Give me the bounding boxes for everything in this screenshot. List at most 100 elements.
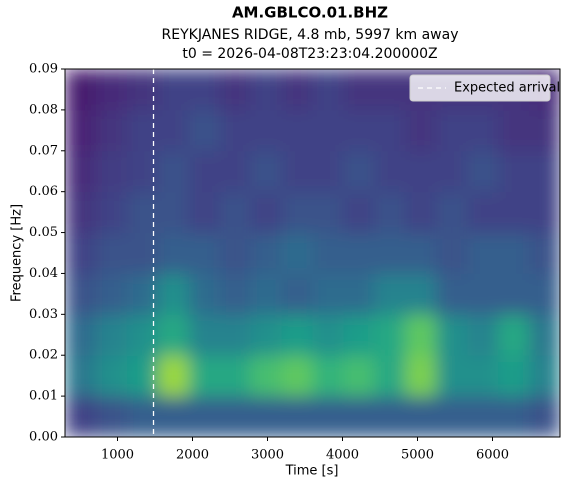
heatmap-cell xyxy=(95,273,128,315)
y-tick-label: 0.02 xyxy=(29,348,58,363)
heatmap-cell xyxy=(95,150,128,193)
heatmap-cell xyxy=(188,396,221,437)
heatmap-cell xyxy=(188,109,221,152)
heatmap-cell xyxy=(281,273,313,315)
heatmap-cell xyxy=(498,109,530,152)
heatmap-cell xyxy=(95,69,128,111)
heatmap-cell xyxy=(312,150,344,193)
y-tick-label: 0.06 xyxy=(29,184,58,199)
heatmap-cell xyxy=(312,232,344,274)
heatmap-cell xyxy=(343,191,375,234)
heatmap-cell xyxy=(312,314,344,356)
heatmap-cell xyxy=(157,69,190,111)
heatmap-cell xyxy=(250,109,283,152)
heatmap-cell xyxy=(250,314,283,356)
heatmap-cell xyxy=(343,355,375,397)
heatmap-cell xyxy=(188,355,221,397)
y-tick-label: 0.08 xyxy=(29,102,58,117)
heatmap-cell xyxy=(250,232,283,274)
heatmap-cell xyxy=(436,273,468,315)
heatmap-cell xyxy=(529,232,560,274)
heatmap-cell xyxy=(250,355,283,397)
heatmap-cell xyxy=(157,355,190,397)
heatmap-cell xyxy=(157,396,190,437)
heatmap-cell xyxy=(281,396,313,437)
heatmap-cell xyxy=(498,232,530,274)
heatmap-cell xyxy=(529,355,560,397)
heatmap-cell xyxy=(405,273,437,315)
heatmap-cell xyxy=(374,150,406,193)
heatmap-cell xyxy=(374,355,406,397)
heatmap-cell xyxy=(436,396,468,437)
heatmap-cell xyxy=(157,191,190,234)
heatmap-cell xyxy=(250,150,283,193)
heatmap-cell xyxy=(498,396,530,437)
chart-subtitle: t0 = 2026-04-08T23:23:04.200000Z xyxy=(182,46,437,62)
legend-box xyxy=(409,74,551,102)
heatmap-cell xyxy=(498,273,530,315)
heatmap-cell xyxy=(529,396,560,437)
chart-title: AM.GBLCO.01.BHZ xyxy=(232,4,388,22)
x-tick-label: 3000 xyxy=(251,448,284,463)
heatmap-cell xyxy=(219,396,252,437)
heatmap-cell xyxy=(343,273,375,315)
heatmap-cell xyxy=(281,314,313,356)
heatmap-cells xyxy=(65,69,560,437)
heatmap-cell xyxy=(157,273,190,315)
heatmap-cell xyxy=(405,232,437,274)
heatmap-cell xyxy=(467,150,499,193)
heatmap-cell xyxy=(312,191,344,234)
y-tick-label: 0.03 xyxy=(29,307,58,322)
heatmap-cell xyxy=(343,69,375,111)
heatmap-cell xyxy=(95,314,128,356)
heatmap-cell xyxy=(343,150,375,193)
x-tick-label: 1000 xyxy=(101,448,134,463)
x-tick-label: 4000 xyxy=(326,448,359,463)
heatmap-cell xyxy=(219,232,252,274)
heatmap-cell xyxy=(250,69,283,111)
heatmap-cell xyxy=(343,396,375,437)
y-tick-label: 0.01 xyxy=(29,389,58,404)
heatmap-cell xyxy=(188,150,221,193)
heatmap-cell xyxy=(343,109,375,152)
heatmap-cell xyxy=(312,69,344,111)
heatmap-cell xyxy=(374,232,406,274)
heatmap-cell xyxy=(250,396,283,437)
x-axis-label: Time [s] xyxy=(285,464,339,479)
heatmap-cell xyxy=(281,109,313,152)
heatmap-cell xyxy=(529,191,560,234)
heatmap-cell xyxy=(312,396,344,437)
heatmap-cell xyxy=(65,232,97,274)
heatmap-cell xyxy=(529,150,560,193)
heatmap-cell xyxy=(374,191,406,234)
y-tick-label: 0.09 xyxy=(29,62,58,77)
heatmap-cell xyxy=(188,69,221,111)
heatmap-cell xyxy=(498,150,530,193)
heatmap-cell xyxy=(219,355,252,397)
x-tick-label: 5000 xyxy=(401,448,434,463)
heatmap-cell xyxy=(498,355,530,397)
heatmap-cell xyxy=(219,150,252,193)
heatmap-cell xyxy=(157,109,190,152)
heatmap-cell xyxy=(95,109,128,152)
y-tick-label: 0.04 xyxy=(29,266,58,281)
heatmap-cell xyxy=(188,191,221,234)
heatmap-cell xyxy=(529,314,560,356)
plot-overlay: 1000 2000 3000 4000 5000 6000 0.00 0.01 0.02 0.03… xyxy=(29,62,560,463)
heatmap-cell xyxy=(65,396,97,437)
heatmap-cell xyxy=(405,109,437,152)
heatmap-cell xyxy=(529,273,560,315)
heatmap-cell xyxy=(250,273,283,315)
y-axis-label: Frequency [Hz] xyxy=(10,204,25,302)
heatmap-cell xyxy=(219,314,252,356)
heatmap-cell xyxy=(467,396,499,437)
heatmap-cell xyxy=(250,191,283,234)
heatmap-cell xyxy=(467,109,499,152)
heatmap-cell xyxy=(281,69,313,111)
heatmap-cell xyxy=(467,314,499,356)
heatmap-cell xyxy=(65,109,97,152)
heatmap-cell xyxy=(281,355,313,397)
heatmap-cell xyxy=(188,273,221,315)
heatmap-cell xyxy=(467,355,499,397)
x-tick-label: 6000 xyxy=(476,448,509,463)
